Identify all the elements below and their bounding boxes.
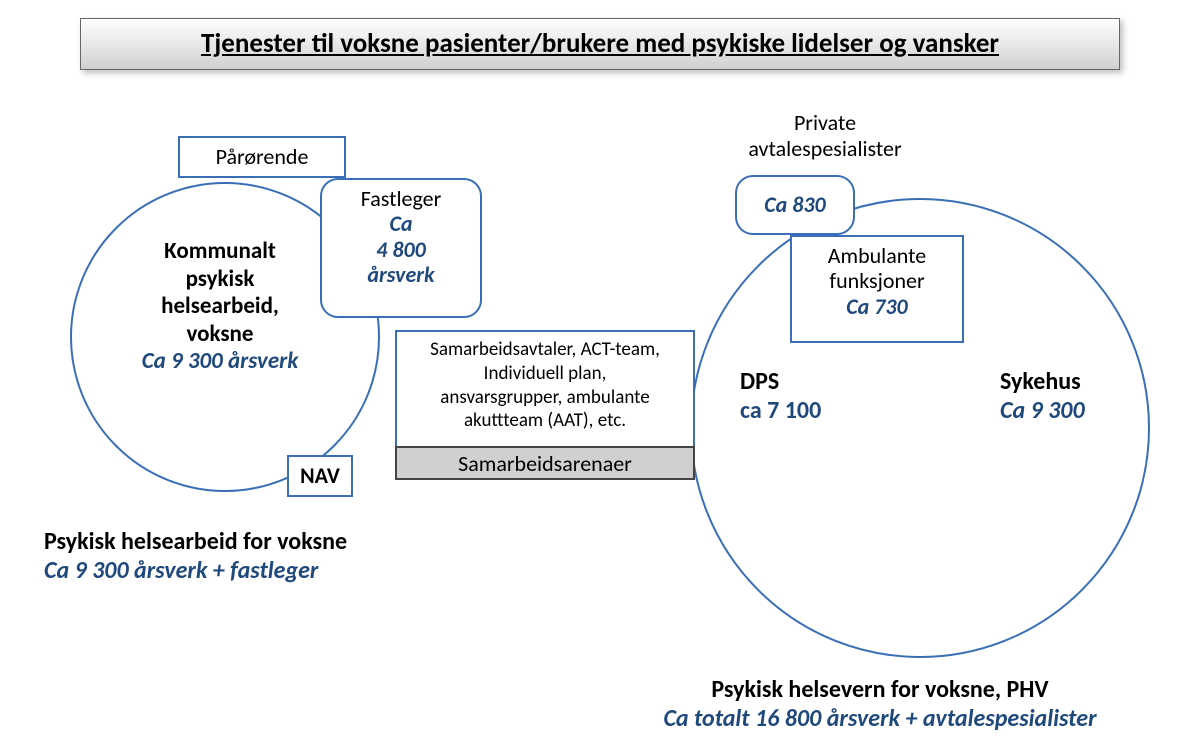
fastleger-l1: Fastleger (332, 186, 470, 211)
left-circle-label: Kommunalt psykisk helsearbeid, voksne Ca… (90, 238, 350, 376)
right-caption-l1: Psykisk helsevern for voksne, PHV (560, 676, 1200, 705)
collab-title-label: Samarbeidsarenaer (458, 450, 632, 477)
collab-l3: ansvarsgrupper, ambulante (405, 386, 685, 410)
right-caption-l2: Ca totalt 16 800 årsverk + avtalespesial… (560, 705, 1200, 734)
fastleger-l3: 4 800 (332, 237, 470, 262)
fastleger-box: Fastleger Ca 4 800 årsverk (320, 178, 482, 318)
ambulante-box: Ambulante funksjoner Ca 730 (790, 235, 964, 343)
collab-l1: Samarbeidsavtaler, ACT-team, (405, 338, 685, 362)
right-caption: Psykisk helsevern for voksne, PHV Ca tot… (560, 676, 1200, 734)
private-value-box: Ca 830 (735, 175, 855, 235)
nav-box: NAV (287, 455, 353, 497)
fastleger-l2: Ca (332, 211, 470, 236)
fastleger-l4: årsverk (332, 262, 470, 287)
collab-title-box: Samarbeidsarenaer (395, 446, 695, 480)
private-label: Private avtalespesialister (720, 110, 930, 163)
diagram-title: Tjenester til voksne pasienter/brukere m… (80, 18, 1120, 70)
private-l1: Private (720, 110, 930, 136)
left-caption: Psykisk helsearbeid for voksne Ca 9 300 … (44, 528, 347, 586)
ambulante-l2: funksjoner (802, 268, 952, 293)
parorende-label: Pårørende (216, 143, 309, 170)
dps-block: DPS ca 7 100 (740, 368, 821, 426)
ambulante-value: Ca 730 (802, 294, 952, 319)
left-circle-h3: helsearbeid, (90, 293, 350, 321)
nav-label: NAV (300, 462, 340, 489)
ambulante-l1: Ambulante (802, 243, 952, 268)
left-caption-l2: Ca 9 300 årsverk + fastleger (44, 557, 347, 586)
left-circle-value: Ca 9 300 årsverk (90, 348, 350, 376)
sykehus-value: Ca 9 300 (1000, 397, 1085, 426)
left-circle-h1: Kommunalt (90, 238, 350, 266)
left-circle-h4: voksne (90, 321, 350, 349)
left-caption-l1: Psykisk helsearbeid for voksne (44, 528, 347, 557)
collab-l4: akuttteam (AAT), etc. (405, 409, 685, 433)
dps-label: DPS (740, 368, 821, 397)
collab-l2: Individuell plan, (405, 362, 685, 386)
private-value: Ca 830 (764, 192, 825, 217)
private-l2: avtalespesialister (720, 136, 930, 162)
sykehus-label: Sykehus (1000, 368, 1085, 397)
collab-list-box: Samarbeidsavtaler, ACT-team, Individuell… (395, 330, 695, 448)
dps-value: ca 7 100 (740, 397, 821, 426)
sykehus-block: Sykehus Ca 9 300 (1000, 368, 1085, 426)
parorende-box: Pårørende (178, 136, 346, 178)
left-circle-h2: psykisk (90, 266, 350, 294)
